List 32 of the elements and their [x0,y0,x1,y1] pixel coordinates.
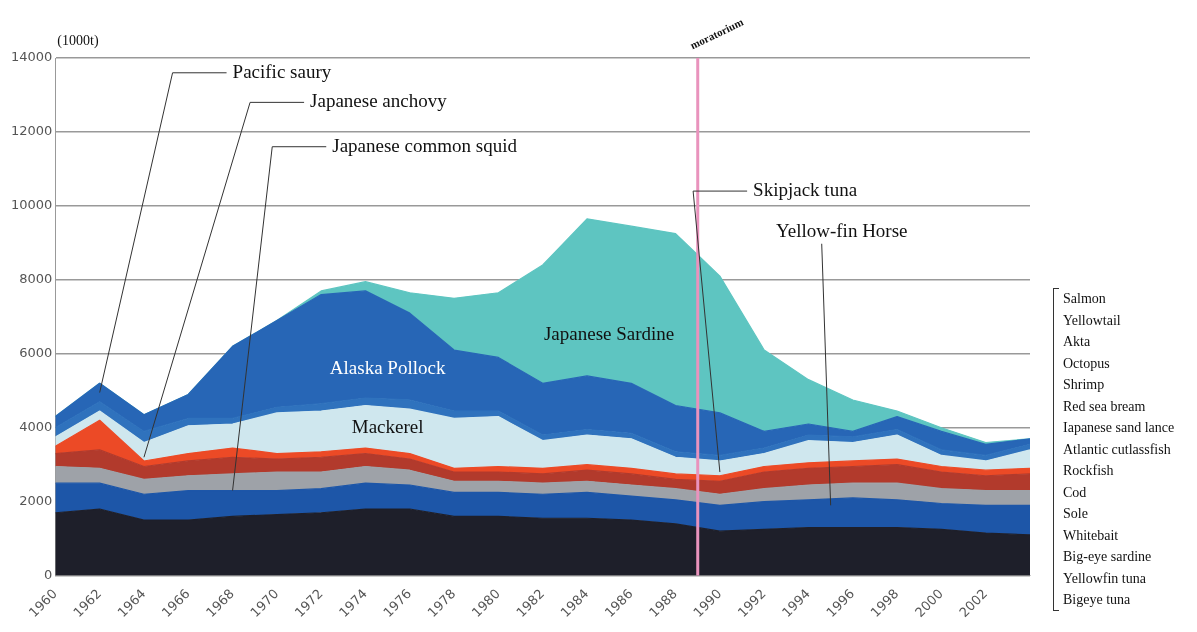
text: Rockfish [1063,462,1115,480]
text: Big-eye sardine [1063,548,1153,566]
series-label: Japanese Sardine [543,323,675,345]
text: Cod [1063,483,1088,502]
text: Atlantic cutlassfish [1063,440,1172,459]
text: Yellowfin tuna [1063,569,1147,588]
text: Yellow-fin Horse [775,219,908,241]
text: Pacific saury [232,60,332,82]
text: Sole [1063,505,1089,523]
text: Whitebait [1063,526,1120,545]
text: Bigeye tuna [1063,591,1132,609]
text: Salmon [1063,290,1107,308]
y-tick-label: 10000 [11,197,53,213]
y-tick-label: 4000 [19,419,53,435]
text: Red sea bream [1063,397,1147,416]
text: Skipjack tuna [753,179,858,201]
series-label: Alaska Pollock [329,356,446,378]
y-tick-label: 6000 [19,345,53,361]
y-tick-label: 0 [44,566,53,582]
y-axis-title: (1000t) [57,32,99,49]
y-tick-label: 12000 [11,123,53,139]
text: Akta [1063,333,1092,351]
y-tick-label: 14000 [11,49,53,65]
y-tick-label: 8000 [19,271,53,287]
text: Yellowtail [1063,311,1122,330]
series-label: Mackerel [351,415,424,437]
text: Japanese anchovy [310,90,448,112]
text: Shrimp [1063,376,1106,394]
text: Japanese common squid [332,134,518,156]
text: Iapanese sand lance [1063,419,1175,437]
y-tick-label: 2000 [19,493,53,509]
text: Octopus [1063,354,1111,373]
